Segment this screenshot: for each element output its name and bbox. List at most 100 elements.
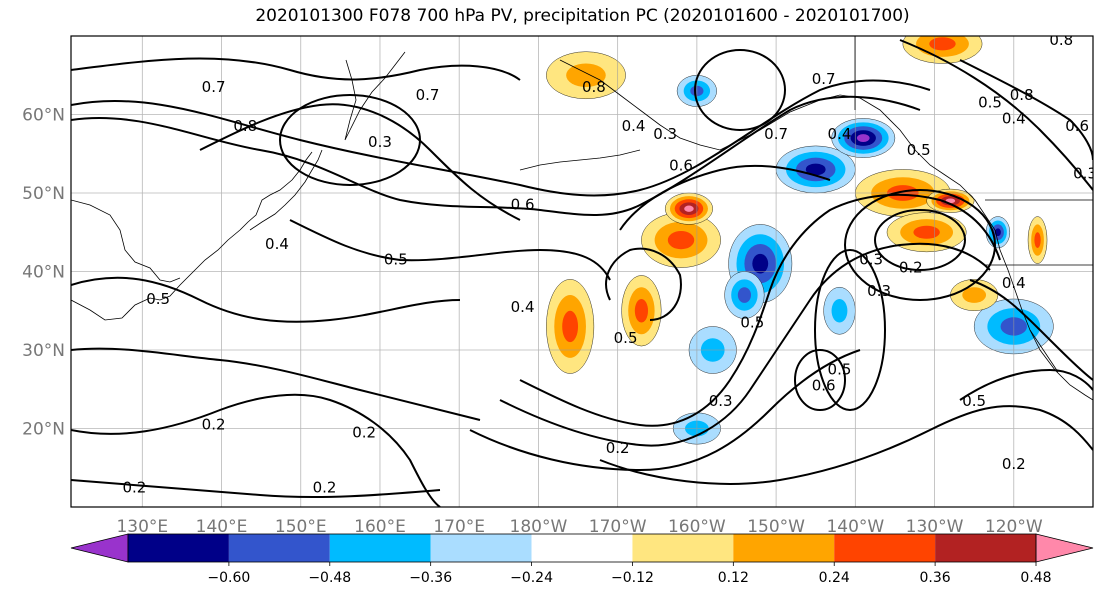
lat-tick-label: 50°N <box>22 184 65 204</box>
lon-tick-label: 130°W <box>906 517 964 537</box>
pv-contour <box>519 193 1001 427</box>
pv-contour-label: 0.8 <box>1049 31 1073 49</box>
pv-contour-label: 0.2 <box>899 259 923 277</box>
lon-tick-label: 120°W <box>985 517 1043 537</box>
kamchatka-coastline <box>344 51 406 141</box>
lat-tick-label: 40°N <box>22 263 65 283</box>
colorbar: −0.60 −0.48 −0.36 −0.24 −0.12 0.12 0.24 0.36 0.4… <box>70 533 1094 586</box>
pv-contour-label: 0.2 <box>352 423 376 441</box>
lon-tick-label: 130°E <box>116 517 168 537</box>
pv-contour-label: 0.2 <box>1002 455 1026 473</box>
colorbar-tick-label: 0.36 <box>920 570 951 586</box>
precip-pc-region <box>566 63 606 88</box>
pv-contour <box>469 349 861 472</box>
lat-tick-label: 30°N <box>22 341 65 361</box>
pv-contour-label: 0.5 <box>614 329 638 347</box>
colorbar-segment <box>329 534 431 562</box>
colorbar-tick-label: −0.60 <box>207 570 250 586</box>
precip-pc-region <box>831 298 848 323</box>
precip-pc-region <box>856 134 870 142</box>
pv-contour <box>71 393 441 507</box>
precip-pc-region <box>684 205 694 212</box>
alaska-coastline <box>559 59 996 231</box>
pv-contour-ring <box>694 49 786 131</box>
pv-contour <box>959 368 1093 401</box>
colorbar-tick-label: −0.36 <box>409 570 452 586</box>
pv-contour-label: 0.3 <box>368 133 392 151</box>
lon-tick-label: 140°E <box>196 517 248 537</box>
pv-contour-label: 0.7 <box>812 70 836 88</box>
pv-contour-label: 0.2 <box>122 478 146 496</box>
pv-contour <box>959 59 1093 161</box>
pv-contour-ring <box>844 189 996 301</box>
map-title: 2020101300 F078 700 hPa PV, precipitatio… <box>255 6 910 26</box>
pv-contour-label: 0.5 <box>384 251 408 269</box>
pv-contour <box>71 79 931 197</box>
colorbar-extend-low <box>70 533 129 563</box>
pv-contour <box>289 219 611 281</box>
pv-contour-label: 0.6 <box>669 156 693 174</box>
pv-contour-label: 0.5 <box>907 141 931 159</box>
pv-contour-label: 0.5 <box>146 290 170 308</box>
pv-contour-label: 0.4 <box>265 235 289 253</box>
pv-contour-label: 0.3 <box>1073 164 1097 182</box>
pv-contour-label: 0.2 <box>606 439 630 457</box>
precip-pc-region <box>962 287 987 303</box>
lon-tick-label: 150°E <box>275 517 327 537</box>
precip-pc-region <box>737 287 752 303</box>
pv-contour-ring <box>814 249 886 411</box>
pv-contour-label: 0.4 <box>1002 274 1026 292</box>
pv-contour-label: 0.4 <box>1002 109 1026 127</box>
colorbar-tick-label: 0.12 <box>718 570 749 586</box>
colorbar-segment <box>430 534 532 562</box>
lon-tick-label: 170°W <box>589 517 647 537</box>
lat-tick-label: 20°N <box>22 420 65 440</box>
pv-contour <box>899 39 1093 191</box>
pv-contour <box>619 164 831 231</box>
pv-contour-label: 0.5 <box>978 94 1002 112</box>
pv-contour-label: 0.6 <box>1065 117 1089 135</box>
pv-contour-label: 0.8 <box>582 78 606 96</box>
lat-tick-label: 60°N <box>22 106 65 126</box>
pv-contour-ring <box>794 349 846 411</box>
precip-pc-region <box>634 298 649 323</box>
pv-contour-label: 0.7 <box>416 86 440 104</box>
pv-contour-label: 0.7 <box>202 78 226 96</box>
colorbar-extend-high <box>1035 533 1094 563</box>
colorbar-tick-label: −0.24 <box>510 570 553 586</box>
colorbar-tick-label: 0.24 <box>819 570 850 586</box>
lon-tick-label: 160°E <box>354 517 406 537</box>
lon-tick-label: 170°E <box>433 517 485 537</box>
pv-contour-label: 0.6 <box>511 196 535 214</box>
precip-pc-region <box>913 225 940 239</box>
colorbar-segment <box>531 534 633 562</box>
lon-tick-label: 150°W <box>747 517 805 537</box>
colorbar-segment <box>733 534 835 562</box>
pv-contour-label: 0.5 <box>740 313 764 331</box>
colorbar-segment <box>632 534 734 562</box>
pv-contour-label: 0.4 <box>511 298 535 316</box>
pv-contour <box>71 276 461 323</box>
pv-contour-label: 0.5 <box>828 361 852 379</box>
pv-contour <box>605 247 682 321</box>
pv-contour-label: 0.3 <box>653 125 677 143</box>
pv-contour-label: 0.2 <box>313 478 337 496</box>
pv-contour <box>71 57 521 81</box>
pv-contour-label: 0.3 <box>867 282 891 300</box>
pv-labels-layer: 0.70.80.30.70.40.60.50.5 0.40.50.4 0.30.60… <box>122 31 1097 496</box>
precip-pc-region <box>929 37 956 51</box>
precip-pc-region <box>805 163 826 176</box>
pv-contour-label: 0.4 <box>828 125 852 143</box>
pv-contour <box>71 347 481 421</box>
colorbar-tick-label: −0.48 <box>308 570 351 586</box>
lon-tick-label: 160°W <box>668 517 726 537</box>
pv-contour-label: 0.7 <box>764 125 788 143</box>
pv-contour-label: 0.6 <box>812 376 836 394</box>
aleutian-islands <box>519 149 641 171</box>
precip-pc-region <box>562 310 579 343</box>
pv-contour-ring <box>874 209 966 271</box>
colorbar-segment <box>935 534 1036 562</box>
precip-pc-region <box>752 253 769 274</box>
pv-contour-label: 0.4 <box>622 117 646 135</box>
